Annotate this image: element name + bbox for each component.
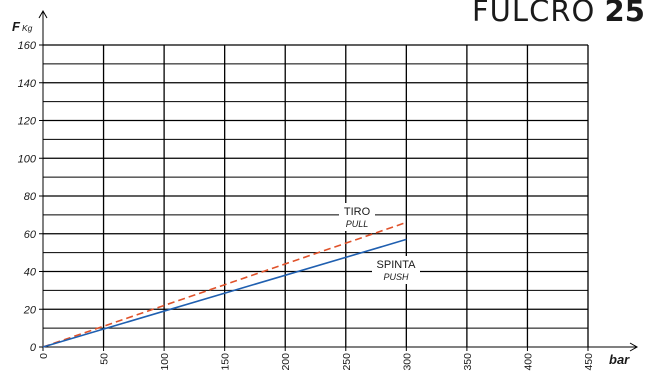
series	[42, 221, 407, 348]
title-number: 25	[604, 0, 645, 28]
series-line-spinta	[42, 238, 407, 348]
series-label-spinta-name-en: PUSH	[383, 272, 409, 282]
tick-labels: 0 20 40 60 80 100 120 140 160 0 50 100 150 200 250 300 3…	[18, 40, 595, 371]
y-tick-label: 0	[30, 342, 37, 354]
x-tick-label: 400	[522, 353, 534, 371]
x-tick-label: 150	[220, 353, 232, 371]
series-line-tiro	[42, 221, 407, 348]
y-tick-label: 140	[18, 78, 37, 90]
y-tick-label: 100	[18, 153, 37, 165]
series-label-spinta-name: SPINTA	[377, 259, 417, 271]
y-tick-label: 20	[23, 304, 37, 316]
series-label-tiro-name: TIRO	[344, 206, 371, 218]
y-tick-label: 160	[18, 40, 37, 52]
x-tick-label: 0	[38, 353, 50, 359]
x-axis-label: bar	[609, 352, 630, 367]
y-tick-label: 120	[18, 116, 37, 128]
x-tick-label: 450	[583, 353, 595, 371]
grid	[43, 44, 589, 347]
y-axis-label-unit: Kg	[22, 23, 33, 33]
series-label-spinta: SPINTA PUSH	[372, 256, 420, 284]
y-tick-label: 60	[24, 229, 37, 241]
x-tick-label: 300	[401, 353, 413, 371]
x-tick-label: 350	[462, 353, 474, 371]
series-label-tiro-background	[339, 203, 375, 231]
x-tick-label: 200	[280, 353, 292, 371]
x-axis-arrow-icon	[629, 342, 639, 352]
y-tick-label: 80	[24, 191, 37, 203]
y-tick-label: 40	[24, 267, 37, 279]
chart-title: FULCRO 25	[472, 0, 645, 28]
axes	[38, 9, 639, 352]
y-axis-label-symbol: F	[12, 19, 21, 34]
series-label-tiro-name-en: PULL	[346, 219, 369, 229]
title-prefix: FULCRO	[472, 0, 596, 28]
x-tick-label: 250	[341, 353, 353, 371]
series-label-tiro: TIRO PULL	[339, 203, 375, 231]
y-axis-arrow-icon	[38, 9, 48, 19]
x-tick-label: 50	[99, 353, 111, 365]
series-label-spinta-background	[372, 256, 420, 284]
x-tick-label: 100	[159, 353, 171, 371]
y-axis-label: F Kg	[12, 19, 33, 34]
